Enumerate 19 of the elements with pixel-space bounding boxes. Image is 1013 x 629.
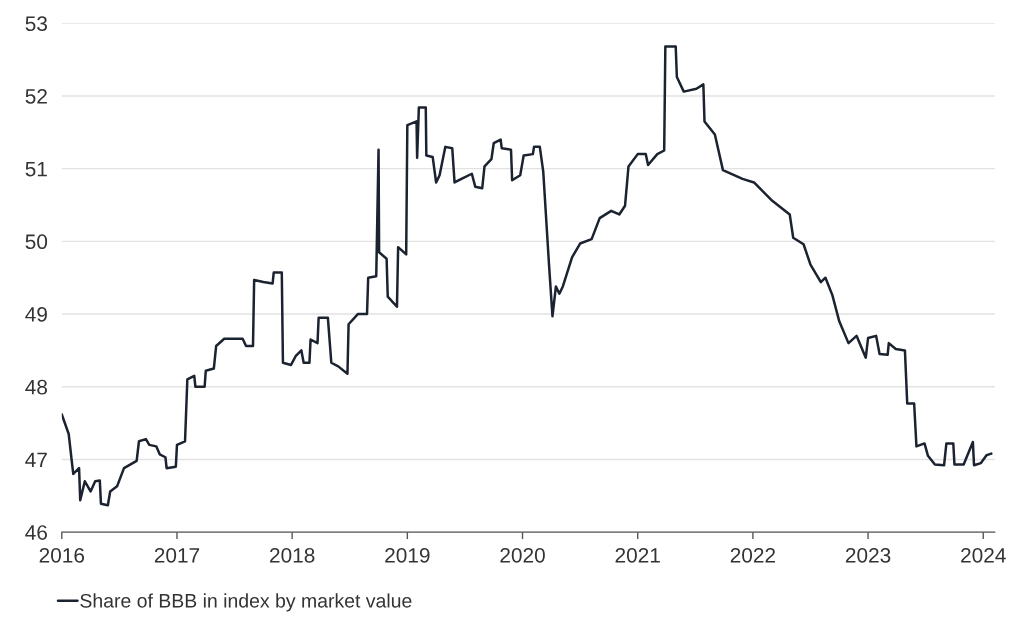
x-tick-label: 2018 [270,547,315,563]
y-tick-label: 50 [25,234,48,250]
line-series [61,45,993,507]
y-tick-label: 51 [25,161,47,177]
x-tick-label: 2022 [730,547,776,563]
y-tick-label: 48 [25,379,47,395]
x-tick-label: 2021 [615,547,660,563]
y-tick-label: 53 [25,16,47,32]
x-tick-label: 2023 [845,547,891,563]
x-tick-label: 2024 [961,547,1006,563]
x-tick-label: 2020 [500,547,545,563]
x-tick-label: 2017 [154,547,200,563]
x-tick-label: 2019 [385,547,430,563]
y-tick-label: 52 [25,88,47,104]
x-tick-label: 2016 [39,547,85,563]
legend-label: Share of BBB in index by market value [80,593,412,612]
y-tick-label: 47 [25,452,47,467]
y-tick-label: 49 [25,307,47,322]
y-tick-label: 46 [25,525,47,540]
